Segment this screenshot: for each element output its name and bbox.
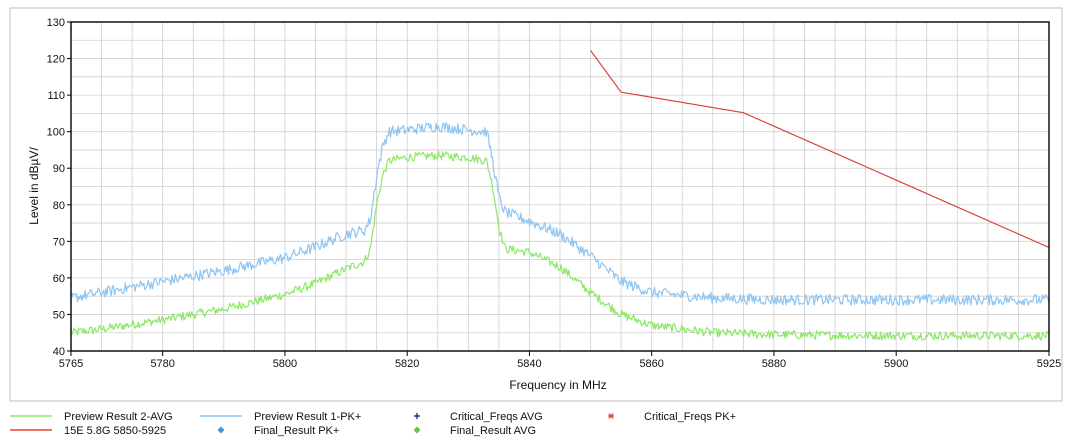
legend-marker [413, 426, 421, 434]
x-axis-ticks: 5765 5780 5800 5820 5840 5860 5880 5900 5925 [59, 351, 1061, 370]
plot-border [70, 21, 1050, 352]
series-line-1 [70, 122, 1050, 306]
legend-label: Preview Result 1-PK+ [254, 411, 361, 423]
legend-item: Final_Result AVG [413, 425, 536, 437]
legend-marker [217, 426, 225, 434]
grid [70, 21, 1050, 352]
legend-item: Preview Result 2-AVG [10, 411, 173, 423]
x-tick-label: 5860 [639, 358, 663, 370]
y-tick-label: 80 [53, 200, 65, 212]
legend-item: Final_Result PK+ [217, 425, 339, 437]
legend-item: Critical_Freqs AVG [414, 411, 543, 423]
y-tick-label: 120 [47, 54, 65, 66]
series-line-2 [590, 50, 1050, 249]
x-tick-label: 5765 [59, 358, 83, 370]
legend-label: Preview Result 2-AVG [64, 411, 173, 423]
legend-marker [414, 413, 420, 419]
legend-label: Final_Result AVG [450, 425, 536, 437]
y-axis-ticks: 40 50 60 70 80 90 100 110 120 130 [47, 17, 71, 358]
legend-label: Critical_Freqs PK+ [644, 411, 736, 423]
legend-marker [608, 413, 614, 419]
y-tick-label: 60 [53, 273, 65, 285]
y-tick-label: 130 [47, 17, 65, 29]
x-tick-label: 5925 [1037, 358, 1061, 370]
legend-label: 15E 5.8G 5850-5925 [64, 425, 166, 437]
y-axis-title: Level in dBµV/ [27, 147, 41, 225]
x-tick-label: 5900 [884, 358, 908, 370]
legend-item: Critical_Freqs PK+ [608, 411, 736, 423]
series-line-0 [70, 150, 1050, 341]
y-tick-label: 70 [53, 236, 65, 248]
plot-series [70, 50, 1050, 341]
x-tick-label: 5820 [395, 358, 419, 370]
x-tick-label: 5880 [762, 358, 786, 370]
y-tick-label: 40 [53, 346, 65, 358]
legend-label: Critical_Freqs AVG [450, 411, 543, 423]
legend-item: Preview Result 1-PK+ [200, 411, 361, 423]
x-tick-label: 5840 [517, 358, 541, 370]
y-tick-label: 110 [47, 90, 65, 102]
x-tick-label: 5780 [150, 358, 174, 370]
legend-label: Final_Result PK+ [254, 425, 339, 437]
legend: Preview Result 2-AVG Preview Result 1-PK+… [10, 411, 736, 437]
chart-frame [9, 7, 1063, 402]
y-tick-label: 100 [47, 127, 65, 139]
x-axis-title: Frequency in MHz [509, 378, 606, 392]
x-tick-label: 5800 [273, 358, 297, 370]
y-tick-label: 50 [53, 309, 65, 321]
y-tick-label: 90 [53, 163, 65, 175]
legend-item: 15E 5.8G 5850-5925 [10, 425, 166, 437]
